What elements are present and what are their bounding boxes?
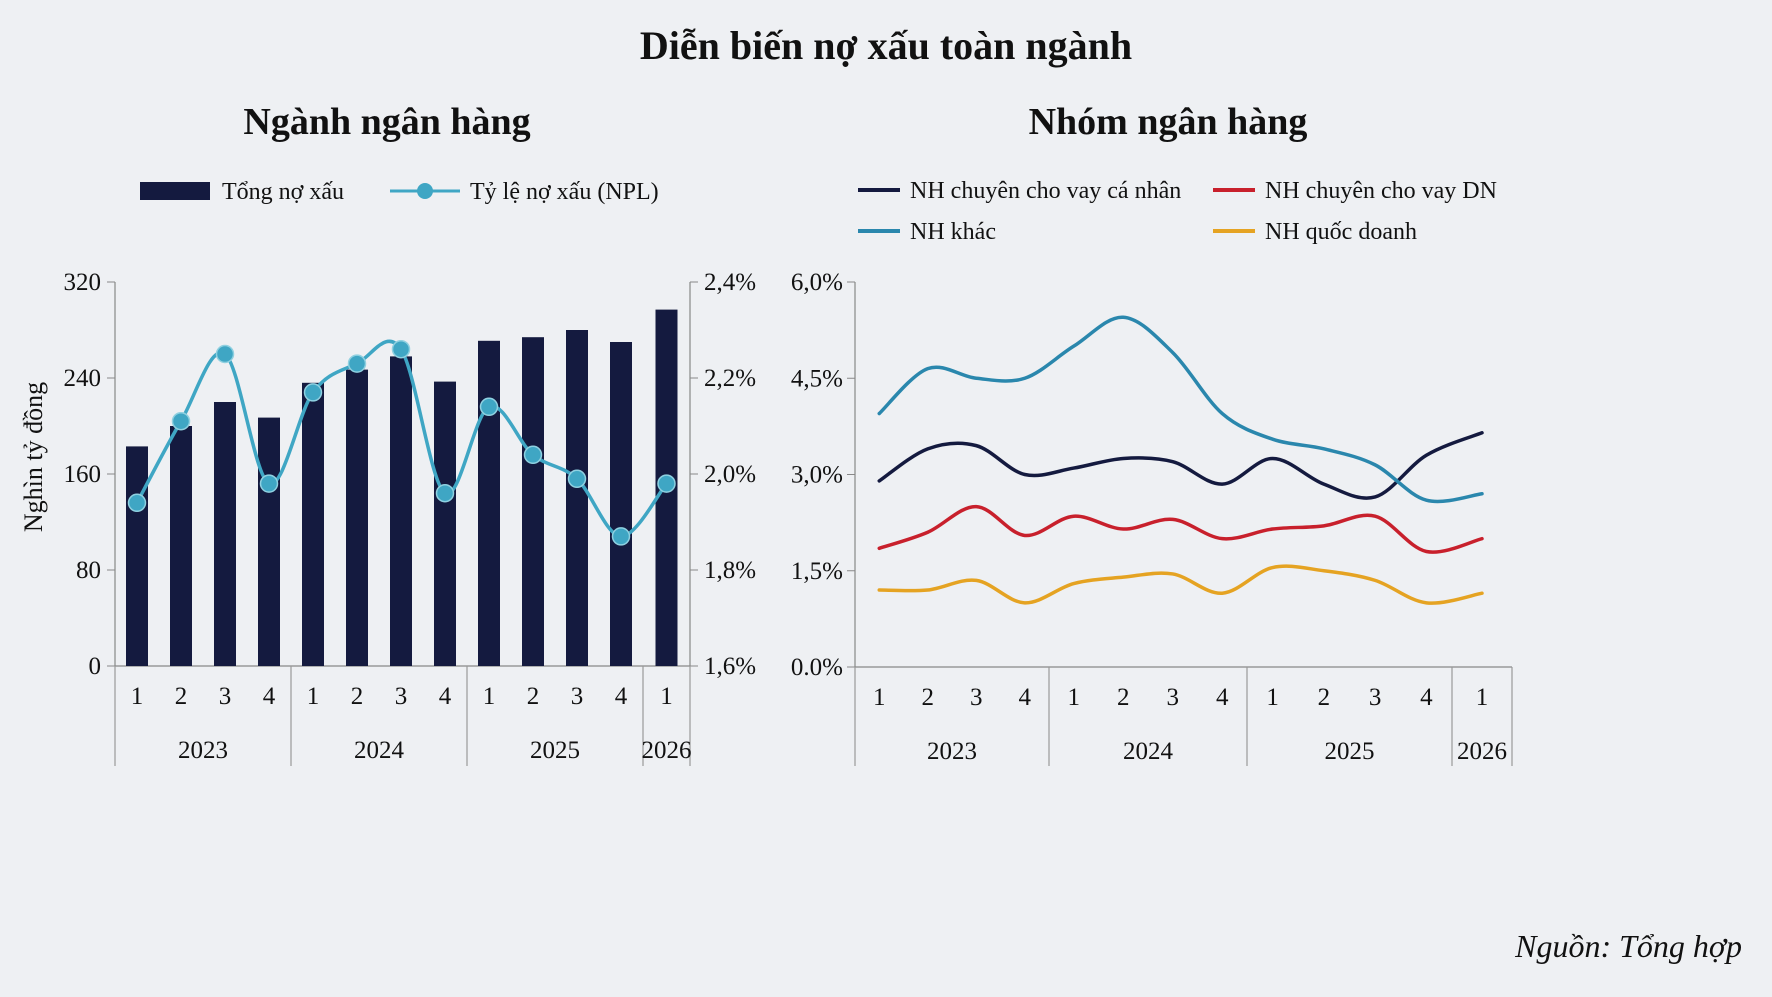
legend-label-line: Tỷ lệ nợ xấu (NPL) bbox=[470, 179, 659, 205]
bar-total-npl bbox=[126, 446, 148, 666]
x-tick-label: 2 bbox=[922, 684, 935, 711]
left-chart-title: Ngành ngân hàng bbox=[243, 101, 530, 143]
npl-ratio-point bbox=[657, 474, 676, 493]
y-tick-label: 0 bbox=[89, 653, 102, 680]
x-tick-label: 2 bbox=[351, 683, 364, 710]
bar-total-npl bbox=[566, 330, 588, 666]
legend-label-group: NH chuyên cho vay DN bbox=[1265, 178, 1497, 204]
y2-tick-label: 2,0% bbox=[704, 461, 756, 488]
npl-ratio-point bbox=[171, 411, 191, 431]
npl-ratio-point bbox=[435, 483, 455, 503]
y-tick-label: 1,5% bbox=[791, 558, 843, 585]
npl-ratio-point bbox=[567, 469, 587, 489]
y-tick-label: 240 bbox=[64, 365, 102, 392]
source-note: Nguồn: Tổng hợp bbox=[1515, 928, 1742, 964]
npl-ratio-point bbox=[523, 445, 543, 465]
y-tick-label: 80 bbox=[76, 557, 101, 584]
bar-total-npl bbox=[434, 381, 456, 666]
group-series-line bbox=[877, 564, 1484, 605]
npl-ratio-point bbox=[127, 493, 147, 513]
x-tick-label: 1 bbox=[1476, 684, 1489, 711]
x-tick-label: 1 bbox=[483, 683, 496, 710]
bar-total-npl bbox=[302, 382, 324, 666]
year-label: 2025 bbox=[530, 737, 580, 764]
x-tick-label: 3 bbox=[1369, 684, 1382, 711]
npl-ratio-point bbox=[303, 383, 323, 402]
year-label: 2024 bbox=[354, 737, 405, 764]
bar-total-npl bbox=[610, 342, 632, 666]
y-tick-label: 4,5% bbox=[791, 365, 843, 392]
bar-total-npl bbox=[170, 426, 192, 666]
legend-label-group: NH khác bbox=[910, 219, 996, 245]
legend-swatch-bars bbox=[140, 182, 210, 200]
legend-label-group: NH chuyên cho vay cá nhân bbox=[910, 178, 1181, 204]
y2-tick-label: 2,4% bbox=[704, 269, 756, 296]
y-tick-label: 3,0% bbox=[791, 462, 843, 489]
x-tick-label: 2 bbox=[1318, 684, 1331, 711]
x-tick-label: 3 bbox=[219, 683, 232, 710]
year-label: 2026 bbox=[642, 737, 692, 764]
x-tick-label: 1 bbox=[1266, 684, 1279, 711]
x-tick-label: 4 bbox=[1420, 684, 1433, 711]
bar-total-npl bbox=[478, 340, 500, 666]
year-label: 2024 bbox=[1123, 738, 1174, 765]
y-tick-label: 160 bbox=[64, 461, 102, 488]
x-tick-label: 1 bbox=[307, 683, 320, 710]
bar-total-npl bbox=[258, 417, 280, 666]
y-tick-label: 0.0% bbox=[791, 654, 843, 681]
y-tick-label: 6,0% bbox=[791, 269, 843, 296]
x-tick-label: 2 bbox=[1117, 684, 1130, 711]
year-label: 2025 bbox=[1325, 738, 1375, 765]
year-label: 2023 bbox=[927, 738, 977, 765]
x-tick-label: 4 bbox=[439, 683, 452, 710]
group-series-line bbox=[877, 315, 1484, 504]
x-tick-label: 2 bbox=[527, 683, 540, 710]
x-tick-label: 3 bbox=[970, 684, 983, 711]
year-label: 2026 bbox=[1457, 738, 1507, 765]
main-title: Diễn biến nợ xấu toàn ngành bbox=[639, 23, 1133, 68]
bar-total-npl bbox=[390, 356, 412, 666]
npl-ratio-point bbox=[391, 339, 411, 359]
npl-ratio-point bbox=[347, 354, 367, 373]
group-series-line bbox=[877, 431, 1484, 500]
year-label: 2023 bbox=[178, 737, 228, 764]
x-tick-label: 4 bbox=[1019, 684, 1032, 711]
right-chart-title: Nhóm ngân hàng bbox=[1029, 101, 1308, 143]
x-tick-label: 1 bbox=[873, 684, 886, 711]
x-tick-label: 4 bbox=[615, 683, 628, 710]
x-tick-label: 3 bbox=[1167, 684, 1180, 711]
x-tick-label: 4 bbox=[263, 683, 276, 710]
legend-label-group: NH quốc doanh bbox=[1265, 219, 1417, 245]
npl-ratio-point bbox=[259, 474, 279, 493]
x-tick-label: 4 bbox=[1216, 684, 1229, 711]
x-tick-label: 3 bbox=[395, 683, 408, 710]
x-tick-label: 1 bbox=[660, 683, 673, 710]
x-tick-label: 1 bbox=[1068, 684, 1081, 711]
y2-tick-label: 1,8% bbox=[704, 557, 756, 584]
x-tick-label: 2 bbox=[175, 683, 188, 710]
bar-total-npl bbox=[214, 402, 236, 666]
npl-ratio-point bbox=[215, 344, 235, 364]
x-tick-label: 1 bbox=[131, 683, 144, 710]
y2-tick-label: 2,2% bbox=[704, 365, 756, 392]
legend-label-bars: Tổng nợ xấu bbox=[222, 179, 344, 205]
bar-total-npl bbox=[522, 337, 544, 666]
npl-ratio-point bbox=[611, 527, 631, 546]
group-series-line bbox=[877, 504, 1484, 554]
y-tick-label: 320 bbox=[64, 269, 102, 296]
y2-tick-label: 1,6% bbox=[704, 653, 756, 680]
y-axis-title: Nghìn tỷ đồng bbox=[19, 382, 48, 532]
npl-ratio-point bbox=[479, 397, 499, 417]
bar-total-npl bbox=[346, 369, 368, 666]
legend-marker-line bbox=[417, 183, 433, 199]
x-tick-label: 3 bbox=[571, 683, 584, 710]
